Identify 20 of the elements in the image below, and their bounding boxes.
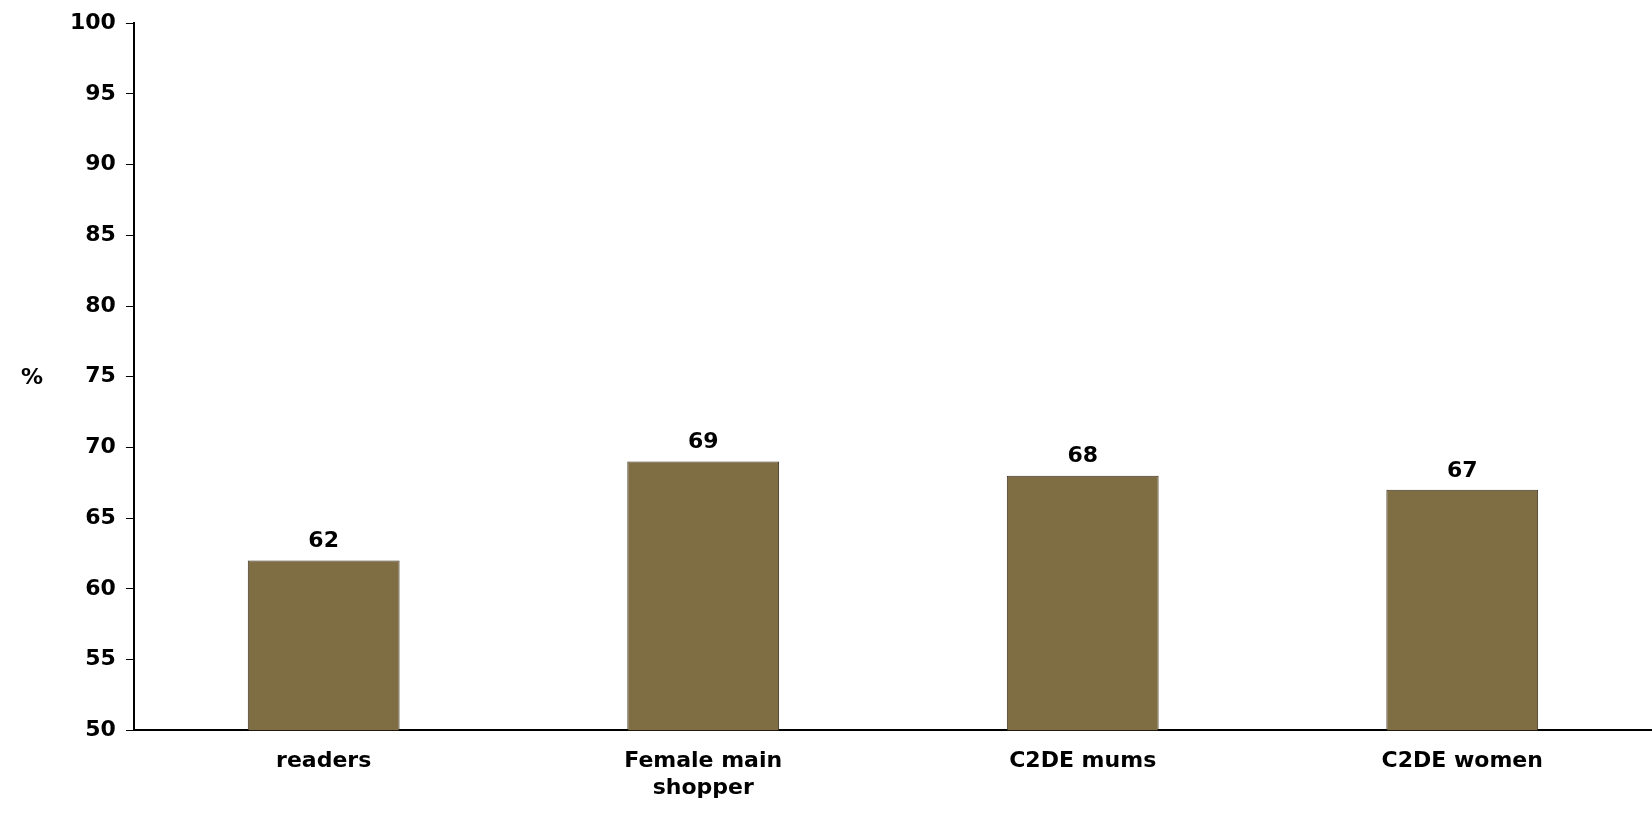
y-tick-label: 90 (85, 150, 116, 176)
y-tick-label: 50 (85, 715, 116, 741)
x-tick-label: readers (276, 747, 372, 773)
y-tick-label: 80 (85, 291, 116, 317)
y-tick-label: 55 (85, 645, 116, 671)
data-label: 68 (1067, 442, 1099, 468)
y-tick-label: 65 (85, 503, 116, 529)
x-tick-label: C2DE mums (1009, 747, 1157, 773)
y-tick-label: 95 (85, 79, 116, 105)
y-axis-title: % (20, 364, 44, 390)
y-tick-label: 75 (85, 362, 116, 388)
y-tick-label: 85 (85, 221, 116, 247)
data-label: 69 (687, 428, 719, 454)
y-tick-label: 70 (85, 433, 116, 459)
x-tick-label: C2DE women (1381, 747, 1543, 773)
x-tick-label: Female main shopper (624, 747, 783, 799)
data-label: 67 (1446, 456, 1478, 482)
y-tick-label: 60 (85, 574, 116, 600)
data-label: 62 (308, 527, 339, 553)
y-tick-label: 100 (69, 8, 116, 34)
